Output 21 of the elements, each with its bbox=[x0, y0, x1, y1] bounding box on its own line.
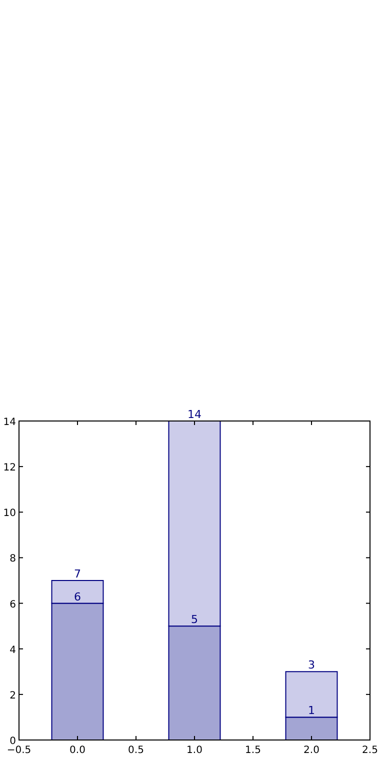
x-tick-label: 0.5 bbox=[128, 745, 144, 756]
y-tick-label: 4 bbox=[10, 644, 16, 656]
x-tick-label: −0.5 bbox=[6, 745, 32, 756]
total-label: 3 bbox=[308, 658, 315, 672]
x-tick-label: 2.5 bbox=[362, 745, 378, 756]
x-tick-label: 2.0 bbox=[304, 745, 320, 756]
total-label: 14 bbox=[188, 408, 202, 421]
y-tick-label: 2 bbox=[10, 690, 16, 702]
data-label: 5 bbox=[191, 613, 198, 626]
x-tick-label: 0.0 bbox=[70, 745, 86, 756]
y-tick-label: 6 bbox=[10, 599, 16, 610]
x-tick-label: 1.0 bbox=[186, 745, 202, 756]
total-label: 7 bbox=[74, 568, 81, 580]
y-tick-label: 14 bbox=[3, 417, 16, 428]
data-label: 6 bbox=[74, 590, 81, 604]
y-tick-label: 0 bbox=[10, 736, 16, 747]
y-tick-label: 12 bbox=[3, 462, 16, 474]
data-label: 1 bbox=[308, 704, 315, 718]
x-tick-label: 1.5 bbox=[245, 745, 261, 756]
y-tick-label: 8 bbox=[10, 554, 16, 565]
y-tick-label: 10 bbox=[3, 508, 16, 520]
